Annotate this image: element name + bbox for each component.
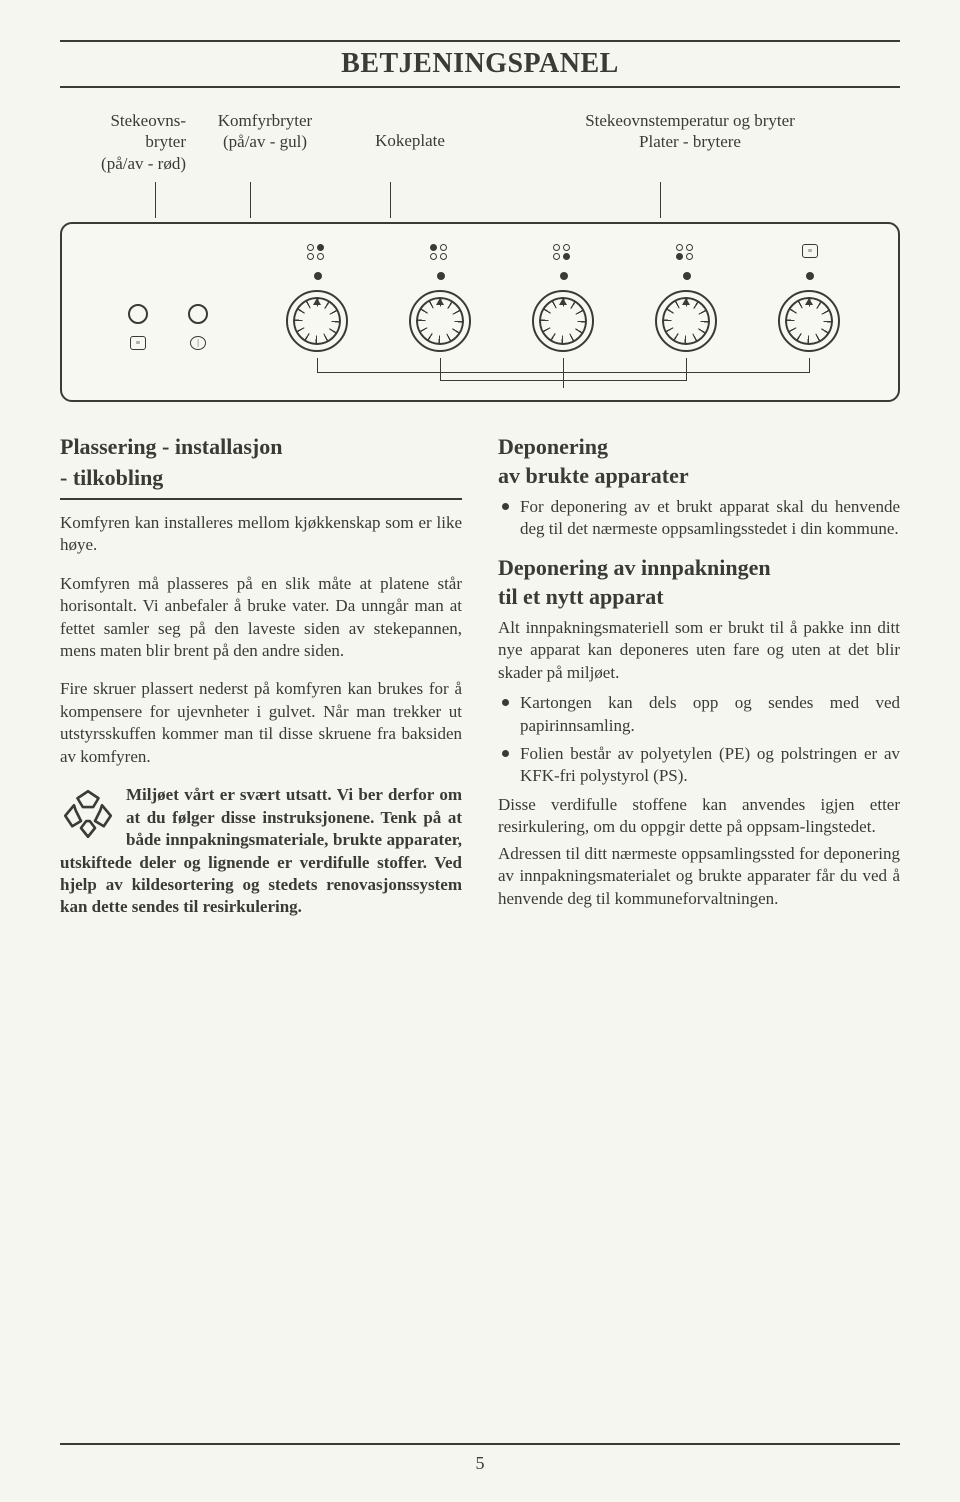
bracket-line [809, 358, 810, 372]
label-stekeovnsbryter: Stekeovns- bryter (på/av - rød) [60, 110, 190, 174]
bracket-line [686, 358, 687, 380]
paragraph: Komfyren kan installeres mellom kjøkkens… [60, 512, 462, 557]
control-panel-figure: ≡ | ≡ [60, 222, 900, 402]
label-komfyrbryter: Komfyrbryter (på/av - gul) [190, 110, 340, 174]
dot-icon [683, 272, 691, 280]
label-line: Stekeovnstemperatur og bryter [480, 110, 900, 131]
label-kokeplate: Kokeplate [340, 110, 480, 174]
burner-icon [307, 244, 329, 260]
control-knob [778, 290, 840, 352]
section-heading: Deponering av innpakningen [498, 553, 900, 582]
page-title: BETJENINGSPANEL [60, 40, 900, 88]
dot-icon [806, 272, 814, 280]
page-footer: 5 [60, 1443, 900, 1474]
bracket-line [317, 372, 810, 373]
list-item: Kartongen kan dels opp og sendes med ved… [498, 692, 900, 737]
panel-labels-row: Stekeovns- bryter (på/av - rød) Komfyrbr… [60, 110, 900, 174]
right-column: Deponering av brukte apparater For depon… [498, 432, 900, 935]
dot-icon [437, 272, 445, 280]
page-number: 5 [476, 1453, 485, 1473]
oven-symbol-icon: ≡ [802, 244, 818, 258]
label-line: Komfyrbryter [190, 110, 340, 131]
section-heading: - tilkobling [60, 463, 462, 500]
bullet-list: Kartongen kan dels opp og sendes med ved… [498, 692, 900, 788]
leader-lines [60, 182, 900, 218]
power-symbol-icon: | [190, 336, 206, 350]
text-columns: Plassering - installasjon - tilkobling K… [60, 432, 900, 935]
label-line: Kokeplate [340, 130, 480, 151]
recycle-icon [60, 786, 116, 842]
label-line: (på/av - gul) [190, 131, 340, 152]
dot-icon [314, 272, 322, 280]
environment-text: Miljøet vårt er svært utsatt. Vi ber der… [60, 785, 462, 916]
section-heading: Deponering [498, 432, 900, 461]
paragraph: Fire skruer plassert nederst på komfyren… [60, 678, 462, 768]
indicator-light [188, 304, 208, 324]
list-item: Folien består av polyetylen (PE) og pols… [498, 743, 900, 788]
paragraph: Adressen til ditt nærmeste oppsamlingsst… [498, 843, 900, 910]
control-knob [532, 290, 594, 352]
list-item: For deponering av et brukt apparat skal … [498, 496, 900, 541]
indicator-light [128, 304, 148, 324]
burner-icon [553, 244, 575, 260]
label-stekeovnstemp: Stekeovnstemperatur og bryter Plater - b… [480, 110, 900, 174]
burner-icon [430, 244, 452, 260]
label-line: Stekeovns- [60, 110, 186, 131]
control-knob [286, 290, 348, 352]
bracket-line [440, 358, 441, 380]
section-subheading: til et nytt apparat [498, 582, 900, 611]
label-line: Plater - brytere [480, 131, 900, 152]
paragraph: Komfyren må plasseres på en slik måte at… [60, 573, 462, 663]
bracket-line [317, 358, 318, 372]
label-line: (på/av - rød) [60, 153, 186, 174]
paragraph: Alt innpakningsmateriell som er brukt ti… [498, 617, 900, 684]
section-heading: Plassering - installasjon [60, 432, 462, 461]
oven-symbol-icon: ≡ [130, 336, 146, 350]
control-knob [409, 290, 471, 352]
paragraph: Disse verdifulle stoffene kan anvendes i… [498, 794, 900, 839]
left-column: Plassering - installasjon - tilkobling K… [60, 432, 462, 935]
section-subheading: av brukte apparater [498, 461, 900, 490]
environment-notice: Miljøet vårt er svært utsatt. Vi ber der… [60, 784, 462, 919]
burner-icon [676, 244, 698, 260]
bracket-line [563, 358, 564, 388]
control-knob [655, 290, 717, 352]
bracket-line [440, 380, 687, 381]
label-line: bryter [60, 131, 186, 152]
dot-icon [560, 272, 568, 280]
bullet-list: For deponering av et brukt apparat skal … [498, 496, 900, 541]
